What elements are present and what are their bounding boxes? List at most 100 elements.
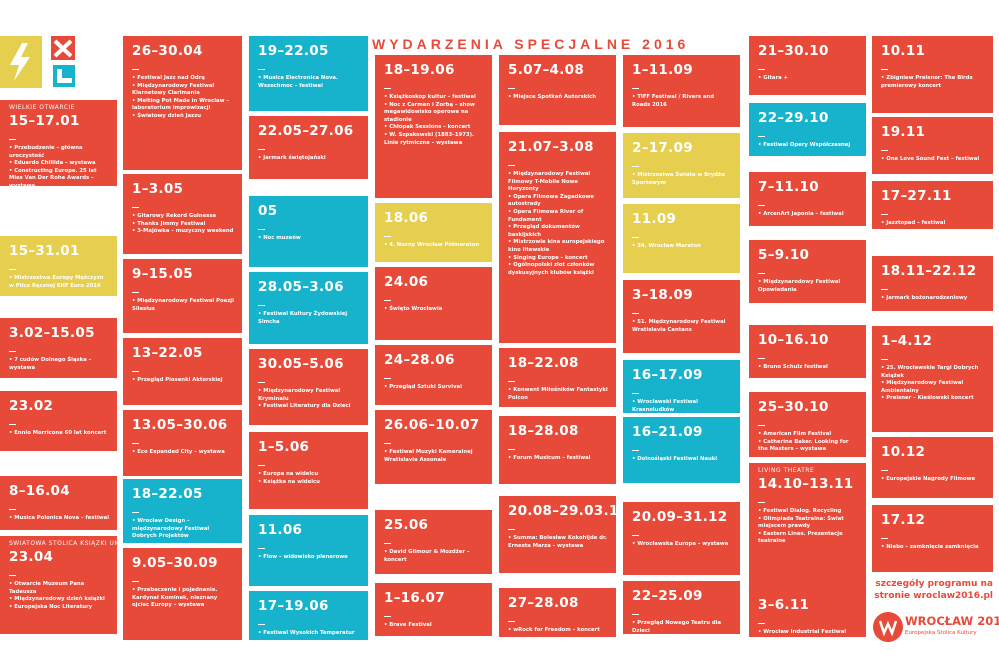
event-item: • Singing Europe – koncert [508, 255, 609, 263]
separator [508, 165, 515, 166]
separator [258, 548, 265, 549]
event-tile[interactable]: ŚWIATOWA STOLICA KSIĄŻKI UNESCO 23.04 • Ot… [0, 536, 117, 634]
bullet-icon: • [9, 581, 15, 587]
event-tile[interactable]: 3.02–15.05 • 7 cudów Dolnego Śląska – wys… [0, 318, 117, 378]
separator [9, 575, 16, 576]
bullet-icon: • [632, 94, 638, 100]
event-item-label: Wrocław Design – międzynarodowy Festiwal… [132, 518, 210, 540]
event-tile[interactable]: 3–6.11 • Wrocław Industrial Festiwal [749, 590, 866, 637]
event-item-label: wRock for Freedom – koncert [513, 627, 600, 633]
event-tile[interactable]: 22–29.10 • Festiwal Opery Współczesnej [749, 103, 866, 156]
event-tile[interactable]: 9.05–30.09 • Przebaczenie i pojednanie. K… [123, 548, 242, 640]
event-tile[interactable]: 2–17.09 • Mistrzostwa Świata w Brydżu Spo… [623, 133, 740, 198]
event-tile[interactable]: 20.09–31.12 • Wrocławska Europa – wystawa [623, 502, 740, 575]
event-tile[interactable]: 16–17.09 • Wrocławski Festiwal Krasnoludk… [623, 360, 740, 413]
event-tile[interactable]: 1–3.05 • Gitarowy Rekord Guinessa • Thanks… [123, 174, 242, 254]
logo-graphic [0, 36, 75, 88]
event-tile[interactable]: 7–11.10 • ArcenArt Japonia – festiwal [749, 172, 866, 226]
event-tile[interactable]: 18–19.06 • Książkoskop kultur – festiwal •… [375, 55, 492, 198]
event-tile[interactable]: 1–11.09 • TIFF Festiwal / Rivers and Road… [623, 55, 740, 127]
event-date: 26–30.04 [132, 43, 203, 59]
event-list: • Zbigniew Preisner: The Birds premierow… [881, 75, 986, 90]
event-tile[interactable]: 11.06 • Flow – widowisko plenerowe [249, 515, 368, 586]
bullet-icon: • [881, 544, 887, 550]
event-date: 10–16.10 [758, 332, 829, 348]
event-tile[interactable]: 18.11–22.12 • Jarmark bożonarodzeniowy [872, 256, 993, 311]
event-item: • Musica Electronica Nova. Wszechmoc – f… [258, 75, 361, 90]
event-tile[interactable]: 8–16.04 • Musica Polonica Nova – festiwal [0, 476, 117, 530]
event-tile[interactable]: 10–16.10 • Bruno Schulz festiwal [749, 325, 866, 378]
bullet-icon: • [132, 377, 138, 383]
event-date: 18.11–22.12 [881, 263, 977, 279]
separator [881, 150, 888, 151]
event-tile[interactable]: 17.12 • Niebo – zamknięcie zamknięcia [872, 505, 993, 572]
event-list: • Przegląd Sztuki Survival [384, 384, 485, 392]
event-item-label: Eco Expanded City – wystawa [137, 449, 225, 455]
event-tile[interactable]: LIVING THEATRE 14.10–13.11 • Festiwal Dial… [749, 463, 866, 592]
event-tile[interactable]: 18–28.08 • Forum Musicum – festiwal [499, 416, 616, 484]
event-tile[interactable]: 30.05–5.06 • Międzynarodowy Festiwal Krym… [249, 349, 368, 425]
event-date: 10.11 [881, 43, 926, 59]
event-item: • Eastern Lines. Prezentacje teatralne [758, 531, 859, 546]
event-tile[interactable]: 21–30.10 • Gitara + [749, 36, 866, 95]
event-tile[interactable]: 13.05–30.06 • Eco Expanded City – wystawa [123, 410, 242, 476]
event-tile[interactable]: 5.07–4.08 • Miejsce Spotkań Autorskich [499, 55, 616, 125]
event-item-label: Opera Filmowa River of Fundament [508, 208, 584, 223]
event-item: • Summa: Bolesław Kokohijde dr. Ernesta … [508, 535, 609, 550]
event-tile[interactable]: 3–18.09 • 51. Międzynarodowy Festiwal Wra… [623, 280, 740, 353]
separator [758, 425, 765, 426]
bullet-icon: • [881, 365, 887, 371]
event-tile[interactable]: 1–4.12 • 25. Wrocławskie Targi Dobrych Ks… [872, 326, 993, 432]
event-item-label: Europejska Noc Literatury [14, 603, 93, 610]
event-tile[interactable]: 20.08–29.03.17 • Summa: Bolesław Kokohijd… [499, 496, 616, 573]
event-tile[interactable]: 22–25.09 • Przegląd Nowego Teatru dla Dzi… [623, 581, 740, 634]
event-tile[interactable]: WIELKIE OTWARCIE 15–17.01 • Przebudzenie –… [0, 100, 117, 186]
bullet-icon: • [132, 298, 138, 304]
event-tile[interactable]: 28.05–3.06 • Festiwal Kultury Żydowskiej … [249, 272, 368, 344]
event-tile[interactable]: 19–22.05 • Musica Electronica Nova. Wszec… [249, 36, 368, 111]
event-tile[interactable]: 26–30.04 • Festiwal Jazz nad Odrą • Między… [123, 36, 242, 170]
event-tile[interactable]: 25.06 • David Gilmour & Mozdżer – koncert [375, 510, 492, 574]
event-tile[interactable]: 13–22.05 • Przegląd Piosenki Aktorskiej [123, 338, 242, 405]
event-tile[interactable]: 26.06–10.07 • Festiwal Muzyki Kameralnej … [375, 410, 492, 484]
bullet-icon: • [9, 275, 15, 281]
event-tile[interactable]: 24.06 • Święto Wrocławia [375, 267, 492, 340]
event-tile[interactable]: 25–30.10 • American Film Festival • Cather… [749, 392, 866, 457]
event-tile[interactable]: 5–9.10 • Międzynarodowy Festiwal Opowiada… [749, 240, 866, 303]
event-item: • Festiwal Literatury dla Dzieci [258, 403, 361, 411]
event-tile[interactable]: 15–31.01 • Mistrzostwa Europy Mężczyzn w … [0, 236, 117, 296]
event-tile[interactable]: 18–22.08 • Konwent Miłośników Fantastyki … [499, 348, 616, 407]
bullet-icon: • [132, 449, 138, 455]
event-item: • Przegląd Sztuki Survival [384, 384, 485, 392]
event-item: • Melting Pot Made in Wroclaw – laborato… [132, 98, 235, 113]
event-list: • Wrocław Design – międzynarodowy Festiw… [132, 518, 235, 541]
event-tile[interactable]: 11.09 • 34. Wrocław Maraton [623, 204, 740, 273]
separator [881, 69, 888, 70]
event-item: • Książkoskop kultur – festiwal [384, 94, 485, 102]
event-tile[interactable]: 9–15.05 • Międzynarodowy Festiwal Poezji … [123, 259, 242, 333]
event-tile[interactable]: 16–21.09 • Dolnośląski Festiwal Nauki [623, 417, 740, 483]
bullet-icon: • [132, 220, 138, 227]
event-tile[interactable]: 22.05–27.06 • Jarmark świętojański [249, 116, 368, 179]
separator [384, 88, 391, 89]
bullet-icon: • [258, 75, 264, 81]
event-tile[interactable]: 24–28.06 • Przegląd Sztuki Survival [375, 345, 492, 405]
event-tile[interactable]: 27–28.08 • wRock for Freedom – koncert [499, 588, 616, 637]
event-item: • 4. Nocny Wrocław Półmaraton [384, 242, 485, 250]
event-tile[interactable]: 17–27.11 • Jazztopad – festiwal [872, 181, 993, 229]
event-tile[interactable]: 1–5.06 • Europa na widelcu • Książka na wi… [249, 432, 368, 509]
event-date: 7–11.10 [758, 179, 819, 195]
event-tile[interactable]: 10.11 • Zbigniew Preisner: The Birds prem… [872, 36, 993, 113]
event-tile[interactable]: 18–22.05 • Wrocław Design – międzynarodow… [123, 479, 242, 543]
event-tile[interactable]: 18.06 • 4. Nocny Wrocław Półmaraton [375, 203, 492, 262]
event-category: LIVING THEATRE [758, 467, 815, 474]
event-tile[interactable]: 10.12 • Europejskie Nagrody Filmowe [872, 437, 993, 498]
event-tile[interactable]: 23.02 • Ennio Morricone 60 lat koncert [0, 391, 117, 451]
separator [384, 616, 391, 617]
event-tile[interactable]: 1–16.07 • Brave Festival [375, 583, 492, 636]
event-tile[interactable]: 05 • Noc muzeów [249, 196, 368, 267]
event-tile[interactable]: 21.07–3.08 • Międzynarodowy Festiwal Film… [499, 132, 616, 343]
program-info-line2[interactable]: stronie wroclaw2016.pl [874, 591, 993, 601]
event-tile[interactable]: 17–19.06 • Festiwal Wysokich Temperatur [249, 591, 368, 640]
event-tile[interactable]: 19.11 • One Love Sound Fest – festiwal [872, 117, 993, 174]
